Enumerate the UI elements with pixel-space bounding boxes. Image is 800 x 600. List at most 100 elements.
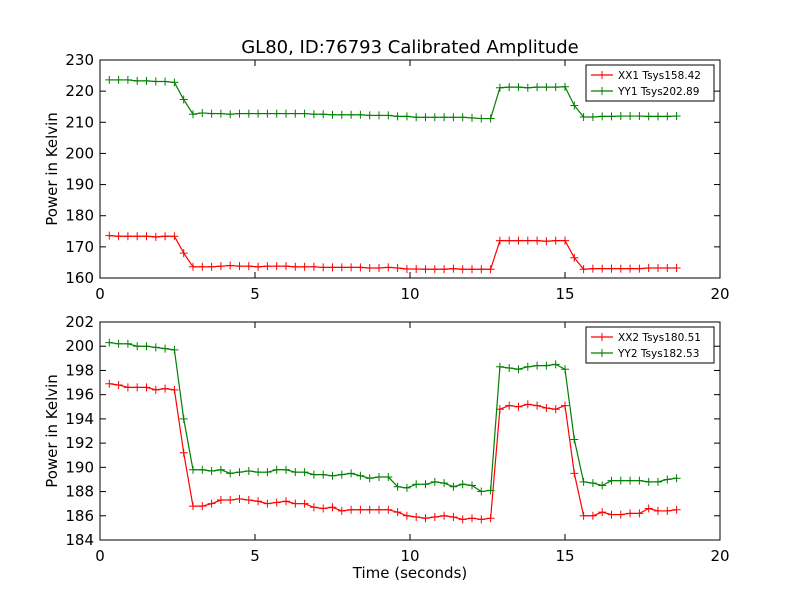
y-tick-label: 200 (65, 337, 94, 355)
data-point (542, 83, 551, 92)
data-point (328, 471, 337, 480)
data-point (654, 264, 662, 273)
y-tick-label: 210 (65, 113, 94, 131)
x-tick-label: 10 (400, 547, 419, 565)
data-point (533, 361, 542, 370)
data-point (347, 469, 356, 478)
data-point (598, 112, 607, 121)
data-point (644, 112, 653, 121)
legend-box (585, 64, 715, 102)
data-point (402, 483, 411, 492)
data-point (393, 112, 402, 121)
data-point (291, 262, 300, 271)
y-tick-label: 230 (65, 51, 94, 69)
data-point (365, 264, 374, 273)
data-point (561, 236, 569, 245)
data-point (300, 499, 309, 508)
data-point (254, 109, 263, 118)
data-point (263, 468, 272, 477)
data-point (505, 83, 514, 92)
data-point (123, 383, 132, 392)
data-point (161, 77, 170, 86)
data-point (663, 264, 672, 273)
data-point (607, 264, 616, 273)
data-point (533, 236, 542, 245)
data-point (244, 466, 253, 475)
data-point (235, 468, 244, 477)
data-point (309, 470, 318, 479)
data-point (486, 265, 495, 274)
x-tick-label: 20 (710, 547, 729, 565)
data-point (254, 262, 263, 271)
data-point (291, 468, 300, 477)
y-tick-label: 196 (65, 386, 94, 404)
data-point (347, 263, 356, 272)
data-point (384, 263, 393, 272)
data-point (347, 505, 356, 514)
data-point (356, 471, 365, 480)
data-point (142, 232, 151, 241)
data-point (514, 402, 523, 411)
data-point (114, 339, 123, 348)
legend-label: XX1 Tsys158.42 (618, 70, 701, 82)
data-point (663, 112, 672, 121)
data-point (440, 511, 449, 520)
data-point (672, 112, 681, 121)
data-point (179, 95, 188, 104)
data-point (142, 342, 151, 351)
data-point (216, 465, 225, 474)
data-point (189, 465, 197, 474)
data-point (244, 262, 253, 271)
data-point (449, 512, 458, 521)
y-tick-label: 184 (65, 531, 94, 549)
data-point (375, 264, 383, 273)
legend-marker (598, 333, 606, 341)
bottom-subplot: 0 5 10 15 20 184 186 188 190 192 194 196 198 200 202 Po… (43, 313, 730, 582)
data-point (402, 112, 411, 121)
data-point (523, 236, 532, 245)
data-point (514, 365, 523, 374)
data-point (235, 109, 244, 118)
data-point (533, 83, 542, 92)
data-point (337, 263, 346, 272)
data-point (356, 505, 365, 514)
data-point (151, 77, 160, 86)
data-point (654, 112, 662, 121)
data-point (430, 512, 439, 521)
data-point (272, 109, 281, 118)
data-point (505, 401, 514, 410)
data-point (226, 261, 235, 270)
data-point (523, 83, 532, 92)
data-point (337, 470, 346, 479)
data-point (189, 502, 197, 511)
data-point (468, 113, 476, 122)
data-point (300, 109, 309, 118)
data-point (561, 401, 569, 410)
data-point (672, 474, 681, 483)
data-point (495, 362, 504, 371)
data-point (216, 496, 225, 505)
data-point (161, 384, 170, 393)
data-point (598, 264, 607, 273)
data-point (551, 360, 560, 369)
top-subplot: 0 5 10 15 20 160 170 180 190 200 210 220 230 Power in… (43, 51, 730, 303)
data-point (626, 264, 635, 273)
legend-marker (598, 71, 606, 79)
data-point (579, 477, 588, 486)
data-point (542, 403, 551, 412)
y-tick-label: 194 (65, 410, 94, 428)
data-point (412, 113, 421, 122)
data-point (105, 231, 114, 240)
y-tick-label: 190 (65, 458, 94, 476)
data-point (616, 510, 625, 519)
y-tick-label: 160 (65, 269, 94, 287)
data-point (421, 113, 430, 122)
data-point (598, 508, 607, 517)
legend-marker (598, 87, 606, 95)
data-point (654, 477, 662, 486)
data-point (654, 506, 662, 515)
data-point (207, 466, 216, 475)
data-point (254, 468, 263, 477)
data-point (235, 494, 244, 503)
data-point (393, 482, 402, 491)
